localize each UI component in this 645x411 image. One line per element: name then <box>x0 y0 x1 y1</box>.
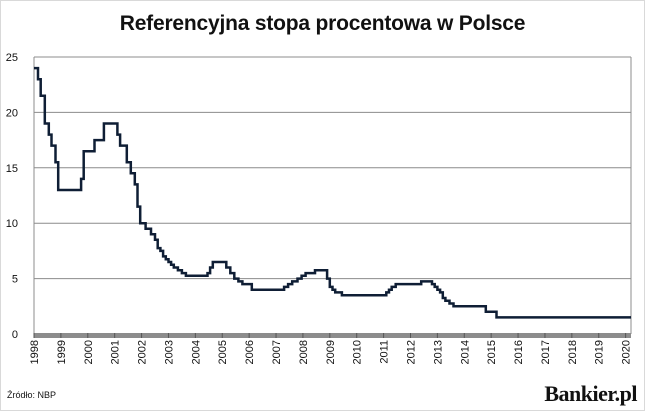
x-tick-label: 2009 <box>325 340 337 364</box>
x-tick-label: 2019 <box>594 340 606 364</box>
chart-title: Referencyjna stopa procentowa w Polsce <box>119 12 526 35</box>
y-tick-label: 0 <box>12 329 18 341</box>
y-tick-label: 10 <box>6 218 18 230</box>
y-tick-label: 20 <box>6 107 18 119</box>
y-tick-label: 5 <box>12 274 18 286</box>
x-tick-label: 2000 <box>83 340 95 364</box>
x-tick-label: 2012 <box>405 340 417 364</box>
gridlines <box>34 56 631 280</box>
x-tick-label: 2003 <box>163 340 175 364</box>
x-tick-label: 2016 <box>513 340 525 364</box>
x-tick-label: 2014 <box>459 340 471 364</box>
x-axis-ticks: 1998 1999 2000 2001 2002 2003 2004 2005 2006 2007… <box>29 333 633 364</box>
x-tick-label: 2017 <box>540 340 552 364</box>
x-tick-label: 2020 <box>621 340 633 364</box>
x-tick-label: 2015 <box>486 340 498 364</box>
brand-logo: Bankier.pl <box>544 381 637 406</box>
x-tick-label: 2013 <box>432 340 444 364</box>
x-tick-label: 2001 <box>110 340 122 364</box>
y-tick-label: 15 <box>6 163 18 175</box>
x-tick-label: 2005 <box>217 340 229 364</box>
source-note: Źródło: NBP <box>7 390 57 400</box>
x-tick-label: 2002 <box>137 340 149 364</box>
x-tick-label: 2006 <box>244 340 256 364</box>
x-tick-label: 2007 <box>271 340 283 364</box>
x-tick-label: 2018 <box>567 340 579 364</box>
x-tick-label: 2011 <box>379 340 391 364</box>
x-tick-label: 2004 <box>190 340 202 364</box>
x-axis <box>33 56 632 338</box>
y-tick-label: 25 <box>6 52 18 64</box>
x-tick-label: 2010 <box>352 340 364 364</box>
x-tick-label: 1998 <box>29 340 41 364</box>
x-tick-label: 1999 <box>56 340 68 364</box>
series-line <box>34 66 631 319</box>
series-layer <box>34 66 631 319</box>
x-tick-label: 2008 <box>298 340 310 364</box>
y-axis-ticks: 0 5 10 15 20 25 <box>6 52 18 341</box>
x-axis-bar <box>34 333 631 338</box>
